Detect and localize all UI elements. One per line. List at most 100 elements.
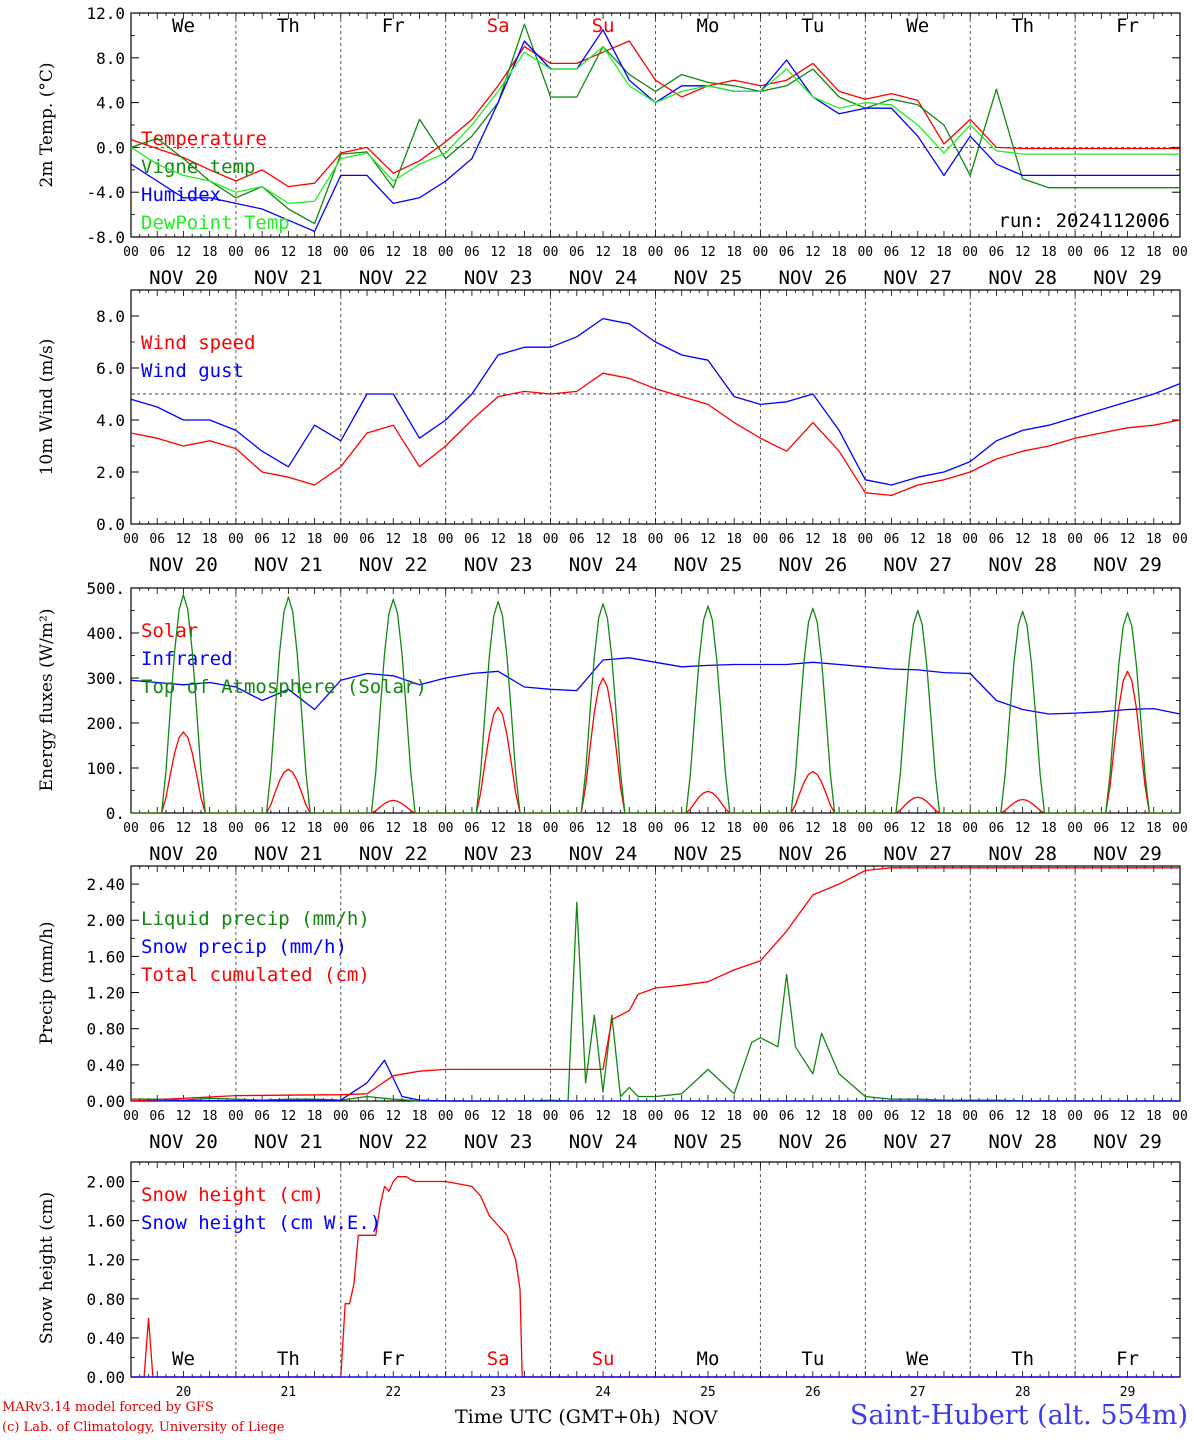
x-hour-label: 00 bbox=[228, 821, 244, 836]
x-hour-label: 18 bbox=[1146, 245, 1162, 260]
y-tick-label: 0.00 bbox=[86, 1092, 125, 1111]
x-hour-label: 18 bbox=[726, 245, 742, 260]
x-hour-label: 06 bbox=[149, 245, 165, 260]
x-hour-label: 18 bbox=[517, 1109, 533, 1124]
x-day-number: 27 bbox=[910, 1385, 926, 1400]
x-hour-label: 00 bbox=[857, 1109, 873, 1124]
y-tick-label: 0.80 bbox=[86, 1290, 125, 1309]
x-hour-label: 00 bbox=[648, 1109, 664, 1124]
x-hour-label: 12 bbox=[805, 532, 821, 547]
x-date-label: NOV 25 bbox=[674, 1131, 743, 1153]
x-hour-label: 00 bbox=[962, 245, 978, 260]
x-hour-label: 00 bbox=[753, 245, 769, 260]
legend-entry: Top of Atmosphere (Solar) bbox=[141, 676, 427, 698]
x-hour-label: 18 bbox=[412, 245, 428, 260]
lab-credit: (c) Lab. of Climatology, University of L… bbox=[2, 1420, 285, 1435]
x-hour-label: 00 bbox=[1067, 821, 1083, 836]
x-hour-label: 12 bbox=[910, 1109, 926, 1124]
legend-entry: Temperature bbox=[141, 128, 267, 150]
x-date-label: NOV 21 bbox=[254, 554, 323, 576]
x-date-label: NOV 28 bbox=[988, 267, 1057, 289]
y-tick-label: 8.0 bbox=[96, 49, 125, 68]
legend-entry: Snow height (cm W.E.) bbox=[141, 1212, 381, 1234]
x-hour-label: 06 bbox=[674, 532, 690, 547]
y-tick-label: 1.20 bbox=[86, 984, 125, 1003]
x-date-label: NOV 21 bbox=[254, 267, 323, 289]
x-hour-label: 00 bbox=[648, 245, 664, 260]
x-hour-label: 00 bbox=[753, 821, 769, 836]
x-hour-label: 00 bbox=[857, 245, 873, 260]
x-hour-label: 12 bbox=[700, 245, 716, 260]
panel-frame bbox=[130, 587, 1181, 814]
y-tick-label: -8.0 bbox=[86, 228, 125, 247]
x-hour-label: 12 bbox=[910, 532, 926, 547]
x-hour-label: 18 bbox=[517, 532, 533, 547]
x-hour-label: 12 bbox=[385, 821, 401, 836]
y-tick-label: 1.60 bbox=[86, 947, 125, 966]
x-hour-label: 18 bbox=[936, 532, 952, 547]
x-hour-label: 00 bbox=[1067, 532, 1083, 547]
x-hour-label: 06 bbox=[1093, 245, 1109, 260]
legend-entry: Humidex bbox=[141, 184, 221, 206]
x-hour-label: 12 bbox=[1120, 821, 1136, 836]
x-hour-label: 12 bbox=[176, 821, 192, 836]
x-hour-label: 12 bbox=[1015, 821, 1031, 836]
x-hour-label: 18 bbox=[831, 245, 847, 260]
series-line-top-of-atmosphere-solar- bbox=[131, 594, 1180, 814]
y-tick-label: 12.0 bbox=[86, 4, 125, 23]
x-hour-label: 18 bbox=[831, 821, 847, 836]
x-date-label: NOV 20 bbox=[149, 1131, 218, 1153]
y-tick-label: 100. bbox=[86, 759, 125, 778]
weekday-label: Sa bbox=[487, 15, 510, 37]
x-hour-label: 06 bbox=[884, 245, 900, 260]
x-date-label: NOV 23 bbox=[464, 554, 533, 576]
legend-entry: Snow precip (mm/h) bbox=[141, 936, 347, 958]
x-date-label: NOV 22 bbox=[359, 1131, 428, 1153]
x-hour-label: 06 bbox=[149, 532, 165, 547]
x-day-number: 26 bbox=[805, 1385, 821, 1400]
x-day-number: 28 bbox=[1015, 1385, 1031, 1400]
x-hour-label: 06 bbox=[254, 1109, 270, 1124]
y-tick-label: 4.0 bbox=[96, 411, 125, 430]
y-tick-label: 8.0 bbox=[96, 307, 125, 326]
x-hour-label: 18 bbox=[726, 821, 742, 836]
y-tick-label: 2.0 bbox=[96, 463, 125, 482]
x-hour-label: 12 bbox=[385, 245, 401, 260]
x-hour-label: 06 bbox=[569, 821, 585, 836]
series-line-humidex bbox=[130, 29, 1180, 233]
x-hour-label: 18 bbox=[1041, 821, 1057, 836]
x-hour-label: 06 bbox=[779, 532, 795, 547]
x-hour-label: 12 bbox=[490, 1109, 506, 1124]
x-date-label: NOV 22 bbox=[359, 843, 428, 865]
x-hour-label: 18 bbox=[621, 532, 637, 547]
x-hour-label: 00 bbox=[543, 1109, 559, 1124]
x-date-label: NOV 23 bbox=[464, 267, 533, 289]
x-hour-label: 06 bbox=[989, 821, 1005, 836]
x-hour-label: 00 bbox=[438, 1109, 454, 1124]
weekday-label: Fr bbox=[1116, 15, 1139, 37]
y-tick-label: 0. bbox=[106, 804, 125, 823]
x-hour-label: 18 bbox=[831, 1109, 847, 1124]
x-hour-label: 18 bbox=[936, 1109, 952, 1124]
series-line-dewpoint-temp bbox=[130, 45, 1180, 205]
x-hour-label: 06 bbox=[779, 1109, 795, 1124]
x-hour-label: 18 bbox=[202, 532, 218, 547]
x-day-number: 21 bbox=[281, 1385, 297, 1400]
x-hour-label: 00 bbox=[123, 532, 139, 547]
x-hour-label: 00 bbox=[228, 245, 244, 260]
x-hour-label: 00 bbox=[123, 245, 139, 260]
x-hour-label: 06 bbox=[464, 821, 480, 836]
x-date-label: NOV 20 bbox=[149, 554, 218, 576]
legend-entry: Snow height (cm) bbox=[141, 1184, 324, 1206]
x-hour-label: 12 bbox=[910, 245, 926, 260]
x-hour-label: 00 bbox=[333, 245, 349, 260]
x-date-label: NOV 24 bbox=[569, 1131, 638, 1153]
x-hour-label: 00 bbox=[123, 1109, 139, 1124]
x-day-number: 22 bbox=[385, 1385, 401, 1400]
weekday-label: Tu bbox=[801, 1348, 824, 1370]
series-line-vigne-temp bbox=[130, 23, 1180, 225]
y-tick-label: -4.0 bbox=[86, 183, 125, 202]
y-tick-label: 0.00 bbox=[86, 1368, 125, 1387]
x-hour-label: 12 bbox=[176, 245, 192, 260]
x-hour-label: 18 bbox=[202, 1109, 218, 1124]
